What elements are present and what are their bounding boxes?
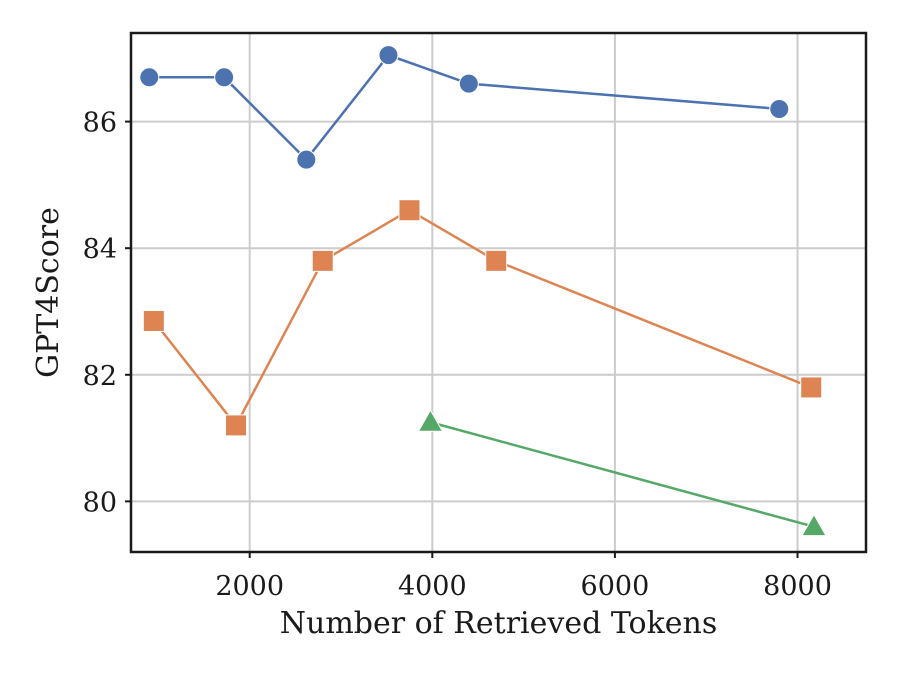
data-point-circle xyxy=(214,67,235,88)
data-point-square xyxy=(800,376,823,399)
x-axis-label: Number of Retrieved Tokens xyxy=(280,606,717,641)
data-point-square xyxy=(398,199,421,222)
data-point-circle xyxy=(296,149,317,170)
y-tick-label: 86 xyxy=(83,108,117,139)
series-line xyxy=(430,421,815,528)
x-tick-label: 2000 xyxy=(215,571,284,602)
y-tick-label: 82 xyxy=(83,361,117,392)
series-line xyxy=(152,208,812,428)
data-point-triangle xyxy=(417,409,444,432)
y-axis-label: GPT4Score xyxy=(31,207,66,378)
x-tick-label: 6000 xyxy=(581,571,650,602)
data-point-circle xyxy=(458,73,479,94)
series-line xyxy=(149,53,780,162)
data-point-square xyxy=(485,249,508,272)
plot-frame xyxy=(129,31,868,554)
data-point-circle xyxy=(139,67,160,88)
data-point-circle xyxy=(378,45,399,66)
x-tick-label: 8000 xyxy=(763,571,832,602)
series-2 xyxy=(142,199,823,437)
data-point-square xyxy=(311,249,334,272)
data-point-triangle xyxy=(801,513,827,537)
axis-ticks: 2000 4000 6000 8000 80 82 84 86 xyxy=(83,108,832,602)
y-tick-label: 84 xyxy=(83,234,117,265)
data-point-square xyxy=(225,414,247,437)
grid-lines xyxy=(131,33,866,552)
x-tick-label: 4000 xyxy=(398,571,467,602)
y-tick-label: 80 xyxy=(83,487,117,518)
series-3 xyxy=(417,409,827,537)
series-1 xyxy=(139,45,790,170)
data-point-circle xyxy=(769,98,790,119)
series-layer xyxy=(139,45,827,537)
data-point-square xyxy=(142,309,165,332)
